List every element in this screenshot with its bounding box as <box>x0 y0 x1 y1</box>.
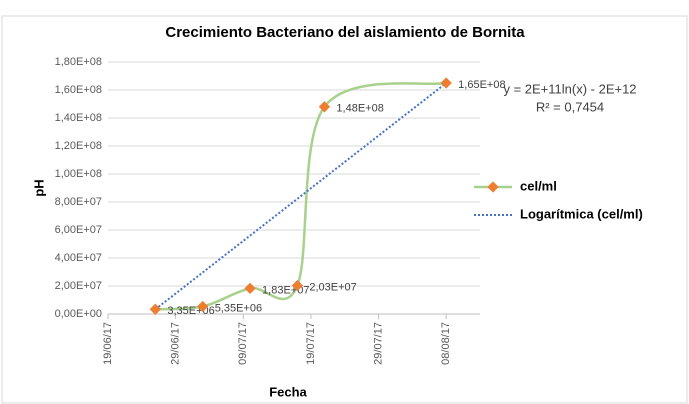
x-tick-label: 29/07/17 <box>372 322 384 365</box>
y-axis-title: pH <box>31 179 46 196</box>
legend-marker <box>487 181 499 193</box>
marker <box>197 300 209 313</box>
data-label: 2,03E+07 <box>309 281 356 293</box>
marker <box>291 279 304 292</box>
y-tick-label: 1,00E+08 <box>55 168 102 180</box>
chart-frame <box>1 15 688 404</box>
x-tick-label: 29/06/17 <box>170 322 182 365</box>
x-tick-label: 19/06/17 <box>102 322 114 365</box>
chart-title: Crecimiento Bacteriano del aislamiento d… <box>165 24 525 41</box>
y-tick-label: 8,00E+07 <box>55 196 102 208</box>
y-tick-label: 6,00E+07 <box>55 224 102 236</box>
y-tick-label: 0,00E+00 <box>55 308 102 320</box>
y-tick-label: 4,00E+07 <box>55 252 102 264</box>
x-tick-label: 19/07/17 <box>305 322 317 365</box>
x-axis-title: Fecha <box>269 384 307 399</box>
y-tick-label: 1,60E+08 <box>55 84 102 96</box>
y-tick-label: 1,80E+08 <box>55 56 102 68</box>
legend-label: Logarítmica (cel/ml) <box>520 206 643 221</box>
marker <box>149 303 162 315</box>
x-tick-label: 08/08/17 <box>440 322 452 365</box>
legend-label: cel/ml <box>520 178 557 193</box>
data-label: 5,35E+06 <box>215 302 262 314</box>
y-tick-label: 1,40E+08 <box>55 112 102 124</box>
y-tick-label: 2,00E+07 <box>55 280 102 292</box>
data-label: 1,48E+08 <box>336 103 383 115</box>
marker <box>244 282 256 295</box>
trend-r-squared: R² = 0,7454 <box>536 99 604 114</box>
trendline <box>154 82 447 311</box>
data-label: 1,65E+08 <box>458 79 505 91</box>
x-tick-label: 09/07/17 <box>237 322 249 365</box>
y-tick-label: 1,20E+08 <box>55 140 102 152</box>
trend-equation: y = 2E+11ln(x) - 2E+12 <box>503 81 636 96</box>
